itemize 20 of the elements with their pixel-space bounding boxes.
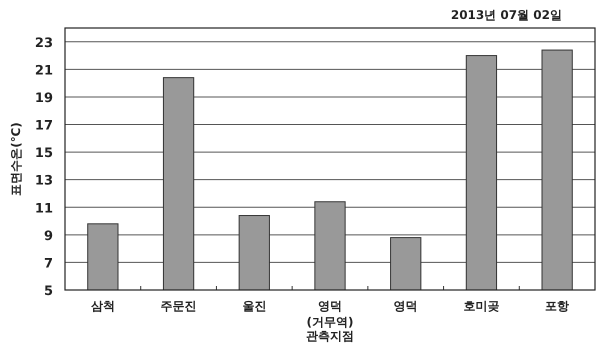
y-tick-label: 13 — [34, 174, 53, 189]
y-tick-label: 19 — [34, 90, 53, 106]
y-axis-title: 표면수온(℃) — [9, 122, 23, 196]
y-tick-label: 15 — [34, 146, 53, 162]
x-tick-label: 호미곶 — [463, 299, 500, 313]
x-tick-label: 영덕 (거무역) — [306, 299, 354, 329]
x-tick-label: 울진 — [242, 299, 266, 313]
y-tick-label: 7 — [44, 256, 53, 272]
y-tick-label: 9 — [44, 228, 53, 244]
x-tick-label: 삼척 — [90, 299, 115, 313]
x-tick-label: 주문진 — [160, 299, 197, 313]
y-tick-label: 5 — [44, 284, 53, 299]
y-tick-label: 23 — [34, 36, 53, 51]
y-tick-label: 11 — [34, 201, 53, 216]
x-tick-label: 영덕 — [394, 299, 418, 313]
x-axis-title: 관측지점 — [306, 329, 354, 343]
chart-title: 2013년 07월 02일 — [450, 8, 562, 22]
x-tick-label: 포항 — [545, 299, 570, 313]
y-tick-label: 21 — [34, 63, 53, 78]
y-tick-label: 17 — [34, 118, 53, 134]
